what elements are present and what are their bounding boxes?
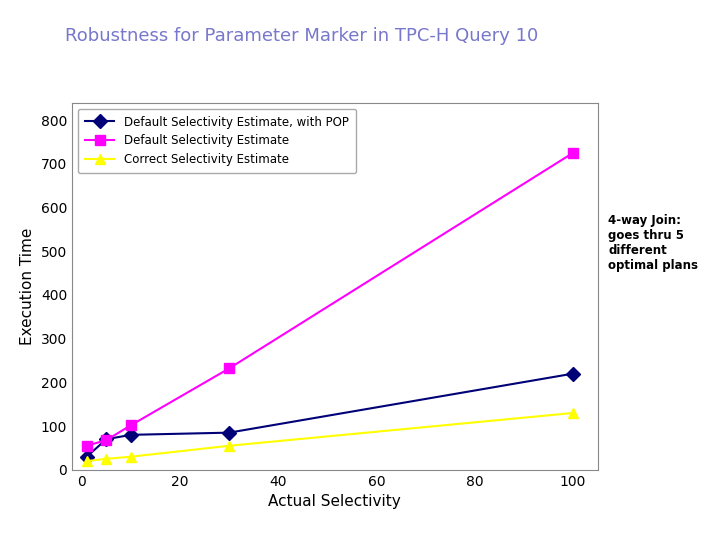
Line: Correct Selectivity Estimate: Correct Selectivity Estimate: [82, 408, 578, 466]
Correct Selectivity Estimate: [102, 456, 111, 462]
Default Selectivity Estimate, with POP: [82, 454, 91, 460]
Default Selectivity Estimate, with POP: [569, 370, 577, 377]
Default Selectivity Estimate, with POP: [225, 429, 233, 436]
Default Selectivity Estimate: [569, 150, 577, 156]
Correct Selectivity Estimate: [127, 454, 135, 460]
Legend: Default Selectivity Estimate, with POP, Default Selectivity Estimate, Correct Se: Default Selectivity Estimate, with POP, …: [78, 109, 356, 173]
Text: Robustness for Parameter Marker in TPC-H Query 10: Robustness for Parameter Marker in TPC-H…: [65, 27, 538, 45]
Line: Default Selectivity Estimate, with POP: Default Selectivity Estimate, with POP: [82, 369, 578, 462]
Y-axis label: Execution Time: Execution Time: [20, 227, 35, 345]
Line: Default Selectivity Estimate: Default Selectivity Estimate: [82, 148, 578, 450]
Correct Selectivity Estimate: [225, 442, 233, 449]
Text: 4-way Join:
goes thru 5
different
optimal plans: 4-way Join: goes thru 5 different optima…: [608, 214, 698, 272]
Default Selectivity Estimate, with POP: [102, 436, 111, 442]
Correct Selectivity Estimate: [569, 410, 577, 416]
Default Selectivity Estimate: [102, 437, 111, 443]
Correct Selectivity Estimate: [82, 458, 91, 464]
Default Selectivity Estimate: [225, 365, 233, 372]
Default Selectivity Estimate: [127, 422, 135, 428]
X-axis label: Actual Selectivity: Actual Selectivity: [269, 494, 401, 509]
Default Selectivity Estimate: [82, 442, 91, 449]
Default Selectivity Estimate, with POP: [127, 431, 135, 438]
